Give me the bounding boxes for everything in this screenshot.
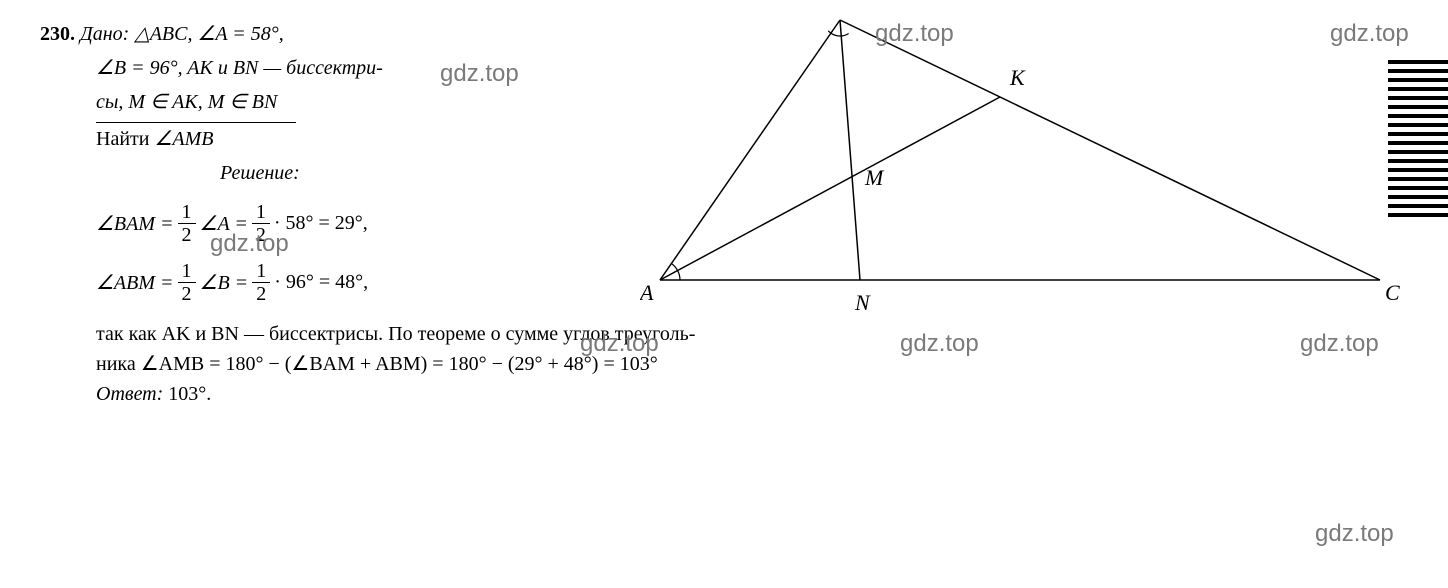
watermark-text: gdz.top xyxy=(440,60,519,88)
answer-value: 103°. xyxy=(168,383,211,405)
svg-text:A: A xyxy=(640,280,654,305)
given-label: Дано: xyxy=(80,23,129,45)
watermark-text: gdz.top xyxy=(210,230,289,258)
line-given-1: 230. Дано: △ABC, ∠A = 58°, xyxy=(40,20,640,48)
watermark-text: gdz.top xyxy=(875,20,954,48)
find-expr: ∠AMB xyxy=(154,128,213,150)
equation-2: ∠ABM = 1 2 ∠B = 1 2 · 96° = 48°, xyxy=(96,260,640,305)
fraction-half-3: 1 2 xyxy=(178,260,196,305)
find-line: Найти ∠AMB xyxy=(96,125,640,153)
watermark-text: gdz.top xyxy=(900,330,979,358)
watermark-text: gdz.top xyxy=(1315,520,1394,548)
given-text-1: △ABC, ∠A = 58°, xyxy=(134,23,283,45)
svg-text:N: N xyxy=(854,290,871,315)
svg-text:K: K xyxy=(1009,65,1026,90)
triangle-diagram: A B C K N M xyxy=(640,10,1410,326)
fraction-half-1: 1 2 xyxy=(178,201,196,246)
diagram-svg: A B C K N M xyxy=(640,10,1410,320)
watermark-text: gdz.top xyxy=(1330,20,1409,48)
given-text-3: сы, M ∈ AK, M ∈ BN xyxy=(96,88,640,116)
find-label: Найти xyxy=(96,128,149,150)
answer-line: Ответ: 103°. xyxy=(96,379,1408,409)
svg-text:B: B xyxy=(830,10,843,15)
text-column: 230. Дано: △ABC, ∠A = 58°, ∠B = 96°, AK … xyxy=(40,20,640,319)
given-text-2: ∠B = 96°, AK и BN — биссектри- xyxy=(96,54,640,82)
equation-1: ∠BAM = 1 2 ∠A = 1 2 · 58° = 29°, xyxy=(96,201,640,246)
watermark-text: gdz.top xyxy=(580,330,659,358)
answer-label: Ответ: xyxy=(96,383,163,405)
fraction-half-4: 1 2 xyxy=(252,260,270,305)
watermark-text: gdz.top xyxy=(1300,330,1379,358)
problem-number: 230. xyxy=(40,23,75,45)
page-edge-stripes xyxy=(1388,60,1448,222)
solution-label: Решение: xyxy=(220,159,640,187)
explanation-line-2: ника ∠AMB = 180° − (∠BAM + ABM) = 180° −… xyxy=(96,349,1408,379)
svg-text:M: M xyxy=(864,165,885,190)
horizontal-rule xyxy=(96,122,296,123)
svg-text:C: C xyxy=(1385,280,1400,305)
